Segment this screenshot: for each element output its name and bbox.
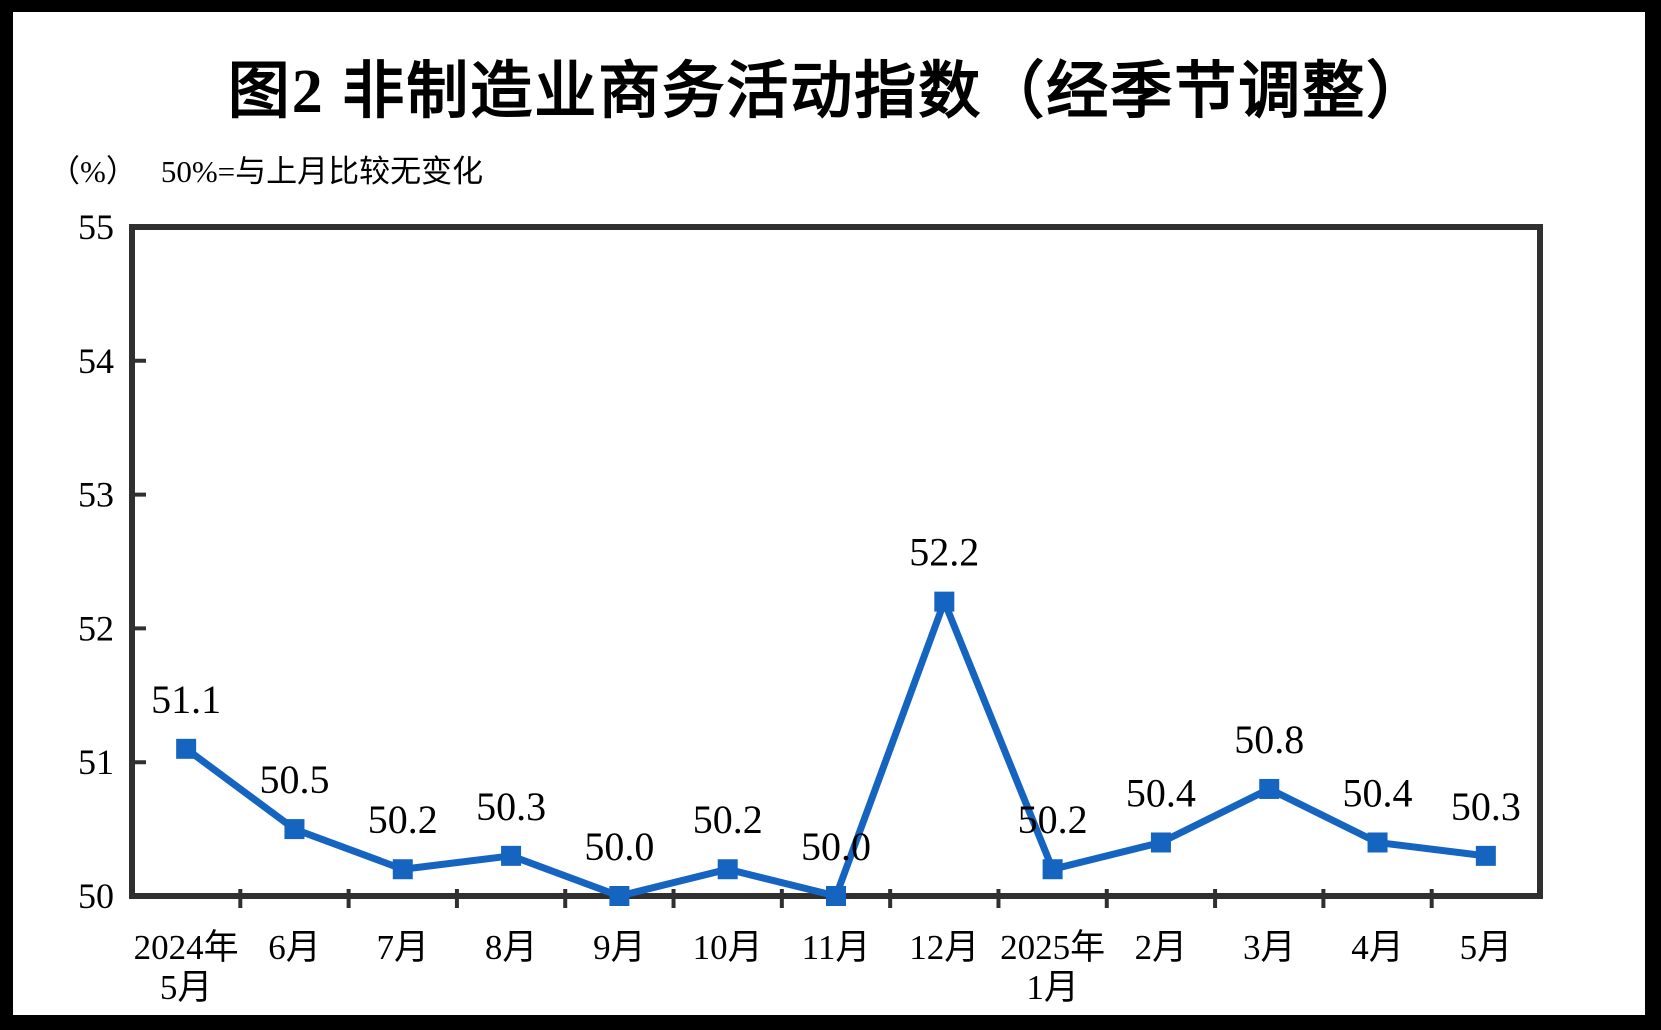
data-point-label: 51.1 <box>151 677 221 722</box>
data-point-marker <box>1259 778 1280 799</box>
data-point-label: 50.4 <box>1343 770 1413 815</box>
data-point-marker <box>1367 832 1388 853</box>
data-point-label: 50.8 <box>1234 717 1304 762</box>
x-axis-category-label: 2025年 <box>1000 928 1105 967</box>
plot-frame <box>129 224 1543 899</box>
chart-subtitle: （%） 50%=与上月比较无变化 <box>49 146 483 191</box>
reference-note: 50%=与上月比较无变化 <box>160 154 484 189</box>
data-point-marker <box>717 859 738 880</box>
y-axis-tick-label: 50 <box>78 876 114 916</box>
data-point-marker <box>176 738 197 759</box>
data-point-marker <box>501 845 522 866</box>
data-point-label: 52.2 <box>909 530 979 575</box>
data-point-marker <box>1042 859 1063 880</box>
x-axis-category-label: 3月 <box>1243 928 1296 967</box>
y-axis-tick-label: 55 <box>78 207 114 247</box>
data-point-marker <box>1475 845 1496 866</box>
x-axis-category-label: 11月 <box>802 928 871 967</box>
data-point-marker <box>392 859 413 880</box>
data-point-marker <box>284 819 305 840</box>
x-axis-category-label: 5月 <box>160 968 213 1007</box>
x-axis-category-label: 2024年 <box>134 928 239 967</box>
data-point-label: 50.3 <box>476 784 546 829</box>
chart-title: 图2 非制造业商务活动指数（经季节调整） <box>227 58 1431 126</box>
data-point-label: 50.0 <box>584 824 654 869</box>
y-axis-tick-label: 53 <box>78 475 114 515</box>
x-axis-category-label: 4月 <box>1351 928 1404 967</box>
data-point-marker <box>826 886 846 906</box>
x-axis-category-label: 12月 <box>909 928 979 967</box>
data-point-label: 50.2 <box>693 797 763 842</box>
x-axis-category-label: 6月 <box>268 928 321 967</box>
data-point-label: 50.2 <box>368 797 438 842</box>
data-point-marker <box>934 591 955 612</box>
y-axis-tick-label: 54 <box>78 341 114 381</box>
data-point-marker <box>609 886 630 906</box>
data-point-label: 50.5 <box>259 757 329 802</box>
y-axis-tick-label: 52 <box>78 608 114 648</box>
x-axis-category-label: 7月 <box>377 928 430 967</box>
x-axis-category-label: 8月 <box>485 928 538 967</box>
x-axis-category-label: 5月 <box>1460 928 1513 967</box>
y-axis-unit-label: （%） <box>49 154 137 189</box>
data-point-label: 50.2 <box>1018 797 1088 842</box>
data-point-label: 50.3 <box>1451 784 1521 829</box>
y-axis-tick-label: 51 <box>78 742 114 782</box>
data-point-marker <box>1150 832 1171 853</box>
data-point-label: 50.0 <box>801 824 871 869</box>
chart-figure: 图2 非制造业商务活动指数（经季节调整） （%） 50%=与上月比较无变化 55 5… <box>13 12 1645 1015</box>
data-point-label: 50.4 <box>1126 770 1196 815</box>
x-axis-category-label: 9月 <box>593 928 646 967</box>
x-axis-category-label: 10月 <box>693 928 763 967</box>
x-axis-category-label: 1月 <box>1026 968 1079 1007</box>
x-axis-category-label: 2月 <box>1135 928 1188 967</box>
